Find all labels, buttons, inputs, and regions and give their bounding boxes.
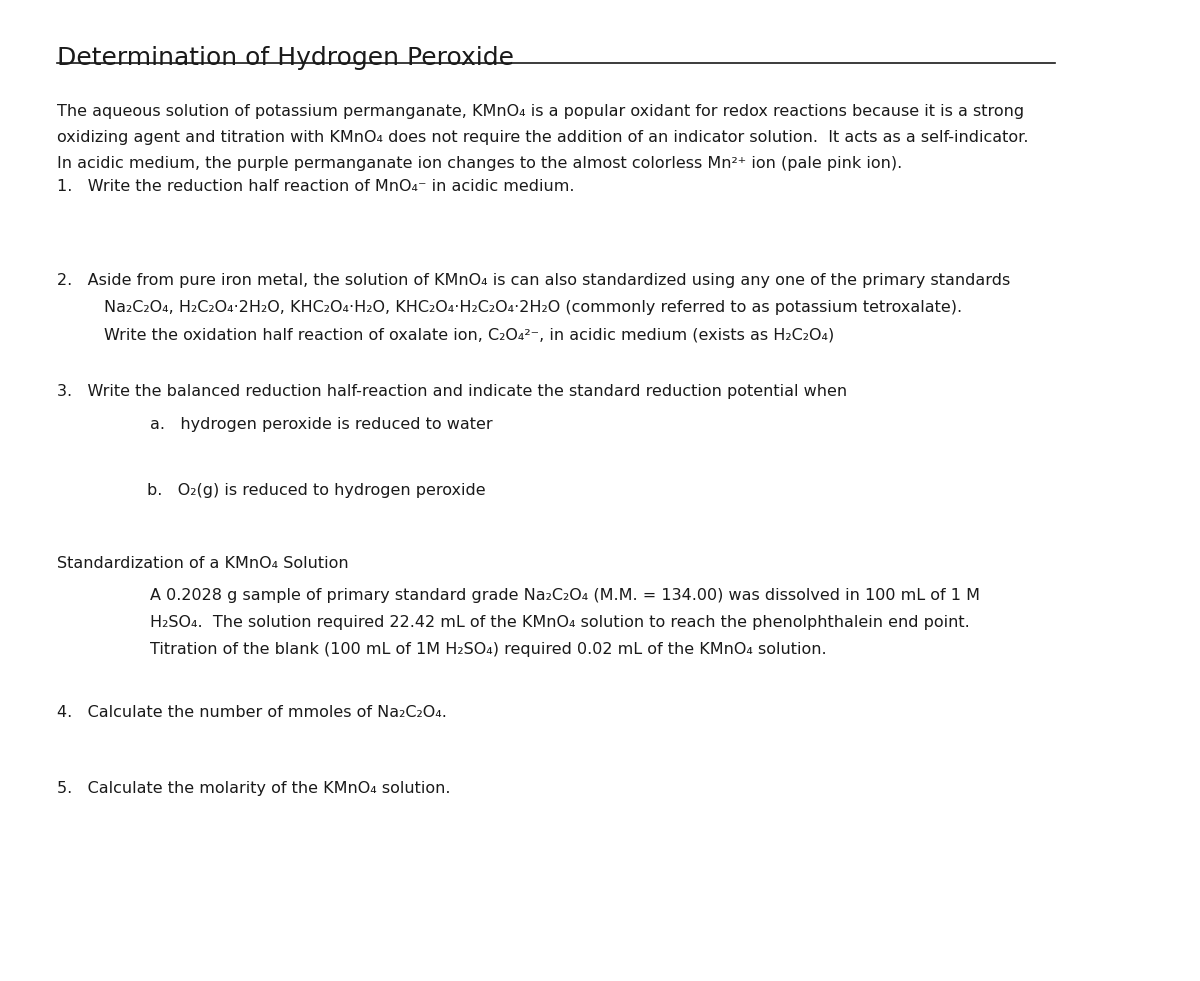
Text: Titration of the blank (100 mL of 1M H₂SO₄) required 0.02 mL of the KMnO₄ soluti: Titration of the blank (100 mL of 1M H₂S… <box>150 643 827 657</box>
Text: oxidizing agent and titration with KMnO₄ does not require the addition of an ind: oxidizing agent and titration with KMnO₄… <box>56 129 1028 145</box>
Text: Write the oxidation half reaction of oxalate ion, C₂O₄²⁻, in acidic medium (exis: Write the oxidation half reaction of oxa… <box>104 327 834 342</box>
Text: 1.   Write the reduction half reaction of MnO₄⁻ in acidic medium.: 1. Write the reduction half reaction of … <box>56 180 574 194</box>
Text: H₂SO₄.  The solution required 22.42 mL of the KMnO₄ solution to reach the phenol: H₂SO₄. The solution required 22.42 mL of… <box>150 615 970 630</box>
Text: Determination of Hydrogen Peroxide: Determination of Hydrogen Peroxide <box>56 46 514 70</box>
Text: A 0.2028 g sample of primary standard grade Na₂C₂O₄ (M.M. = 134.00) was dissolve: A 0.2028 g sample of primary standard gr… <box>150 589 980 603</box>
Text: The aqueous solution of potassium permanganate, KMnO₄ is a popular oxidant for r: The aqueous solution of potassium perman… <box>56 104 1024 119</box>
Text: 2.   Aside from pure iron metal, the solution of KMnO₄ is can also standardized : 2. Aside from pure iron metal, the solut… <box>56 273 1010 287</box>
Text: 3.   Write the balanced reduction half-reaction and indicate the standard reduct: 3. Write the balanced reduction half-rea… <box>56 385 847 399</box>
Text: b.   O₂(g) is reduced to hydrogen peroxide: b. O₂(g) is reduced to hydrogen peroxide <box>146 483 486 497</box>
Text: 5.   Calculate the molarity of the KMnO₄ solution.: 5. Calculate the molarity of the KMnO₄ s… <box>56 781 450 796</box>
Text: a.   hydrogen peroxide is reduced to water: a. hydrogen peroxide is reduced to water <box>150 417 493 432</box>
Text: Na₂C₂O₄, H₂C₂O₄·2H₂O, KHC₂O₄·H₂O, KHC₂O₄·H₂C₂O₄·2H₂O (commonly referred to as po: Na₂C₂O₄, H₂C₂O₄·2H₂O, KHC₂O₄·H₂O, KHC₂O₄… <box>104 300 962 315</box>
Text: In acidic medium, the purple permanganate ion changes to the almost colorless Mn: In acidic medium, the purple permanganat… <box>56 156 902 171</box>
Text: Standardization of a KMnO₄ Solution: Standardization of a KMnO₄ Solution <box>56 556 348 571</box>
Text: 4.   Calculate the number of mmoles of Na₂C₂O₄.: 4. Calculate the number of mmoles of Na₂… <box>56 705 446 720</box>
